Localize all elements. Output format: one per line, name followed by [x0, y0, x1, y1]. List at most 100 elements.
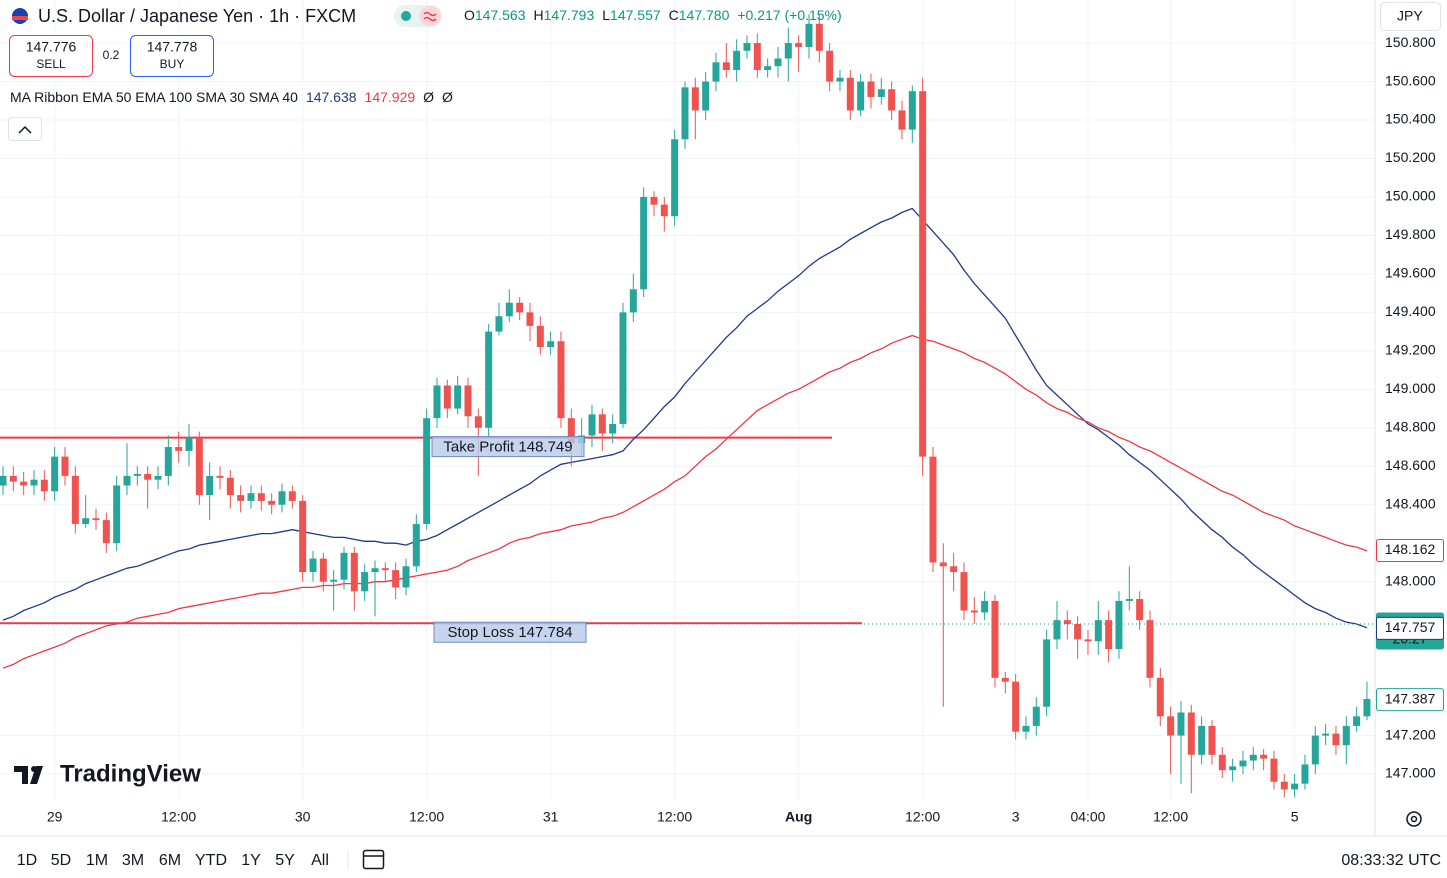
candle-body [402, 566, 410, 588]
candle-body [288, 491, 296, 501]
ohlc-key: O [464, 7, 475, 23]
range-button[interactable]: 5D [51, 852, 71, 869]
candle-body [877, 89, 885, 97]
x-tick-label: 12:00 [1153, 809, 1188, 825]
x-tick-label: 31 [543, 809, 559, 825]
candle-body [216, 475, 224, 478]
sell-button[interactable] [9, 35, 93, 77]
buy-price: 147.778 [147, 39, 198, 55]
indicator-legend[interactable]: MA Ribbon EMA 50 EMA 100 SMA 30 SMA 40 14… [10, 89, 453, 105]
axes: 150.800 150.600 150.400 150.200 150.000 149.8… [47, 34, 1436, 825]
settings-icon[interactable] [1406, 811, 1422, 827]
candle-body [1115, 600, 1123, 650]
candle-body [1270, 758, 1278, 782]
candle-body [1156, 677, 1164, 717]
ohlc-key: L [602, 7, 610, 23]
range-button[interactable]: 1D [17, 852, 37, 869]
candle-body [898, 110, 906, 130]
candle-body [743, 43, 751, 51]
candle-body [164, 447, 172, 476]
candle-body [1239, 760, 1247, 767]
candle-body [123, 475, 131, 486]
ohlc-change: +0.217 (+0.15%) [737, 7, 841, 23]
ohlc-value: 147.557 [610, 7, 661, 23]
candle-body [815, 23, 823, 51]
y-tick-label: 150.600 [1385, 72, 1436, 88]
candle-body [629, 289, 637, 313]
y-tick-label: 150.800 [1385, 34, 1436, 50]
candle-body [257, 493, 265, 501]
indicator-name: MA Ribbon EMA 50 EMA 100 SMA 30 SMA 40 [10, 89, 298, 105]
buy-button[interactable] [130, 35, 214, 77]
candle-body [753, 43, 761, 71]
x-tick-label: 04:00 [1070, 809, 1105, 825]
candle-body [361, 572, 369, 592]
candle-body [454, 385, 462, 409]
candle-body [133, 473, 141, 476]
candle-body [40, 479, 48, 492]
candle-body [981, 600, 989, 613]
settings-icon [1410, 815, 1418, 823]
candle-body [381, 568, 389, 571]
candle-body [319, 558, 327, 582]
candle-body [557, 341, 565, 419]
x-tick-label: 5 [1291, 809, 1299, 825]
candle-body [619, 312, 627, 424]
buy-label: BUY [160, 57, 185, 71]
annotation-label: Take Profit 148.749 [443, 439, 572, 456]
candle-body [836, 77, 844, 82]
collapse-button[interactable] [8, 117, 42, 141]
indicator-pill[interactable] [419, 6, 441, 26]
y-tick-label: 148.000 [1385, 572, 1436, 588]
plot-area [0, 14, 1375, 798]
candle-body [71, 475, 79, 524]
candle-body [1332, 733, 1340, 746]
candle-body [1280, 781, 1288, 790]
candle-body [61, 456, 69, 476]
ohlc-key: H [534, 7, 544, 23]
range-button[interactable]: YTD [195, 852, 227, 869]
goto-date-icon[interactable] [362, 849, 385, 870]
candle-body [1012, 681, 1020, 732]
candle-body [1260, 754, 1268, 759]
candle-body [1187, 712, 1195, 755]
price-label-box [1376, 688, 1444, 712]
candle-body [9, 475, 17, 482]
x-tick-label: 29 [47, 809, 63, 825]
candle-body [154, 475, 162, 480]
candle-body [247, 493, 255, 501]
y-tick-label: 150.400 [1385, 111, 1436, 127]
candle-body [846, 77, 854, 111]
candle-body [423, 418, 431, 524]
toolbar: 1D 5D 1M 3M 6M YTD 1Y 5Y All [17, 852, 329, 869]
candle-body [1208, 725, 1216, 755]
candle-body [805, 23, 813, 47]
range-button[interactable]: 3M [122, 852, 144, 869]
indicator-value: 147.638 [306, 89, 357, 105]
candle-body [1105, 620, 1113, 650]
range-button[interactable]: All [311, 852, 329, 869]
candle-body [1001, 677, 1009, 682]
candle-body [857, 81, 865, 111]
range-button[interactable]: 1M [86, 852, 108, 869]
candle-body [1167, 716, 1175, 736]
candle-body [1301, 764, 1309, 784]
currency-button[interactable] [1380, 2, 1441, 31]
y-tick-label: 147.000 [1385, 765, 1436, 781]
candle-body [609, 423, 617, 434]
indicator-value: Ø [423, 89, 434, 105]
candle-body [505, 302, 513, 317]
candle-body [1291, 783, 1299, 790]
candle-body [268, 500, 276, 505]
symbol-title[interactable]: U.S. Dollar / Japanese Yen · 1h · FXCM [38, 6, 356, 26]
range-button[interactable]: 5Y [275, 852, 295, 869]
range-button[interactable]: 1Y [241, 852, 261, 869]
candle-body [1218, 754, 1226, 771]
chevron-up [18, 125, 32, 134]
ohlc-value: 147.780 [679, 7, 730, 23]
candle-body [650, 196, 658, 205]
candle-body [660, 204, 668, 217]
candle-body [774, 58, 782, 67]
range-button[interactable]: 6M [159, 852, 181, 869]
